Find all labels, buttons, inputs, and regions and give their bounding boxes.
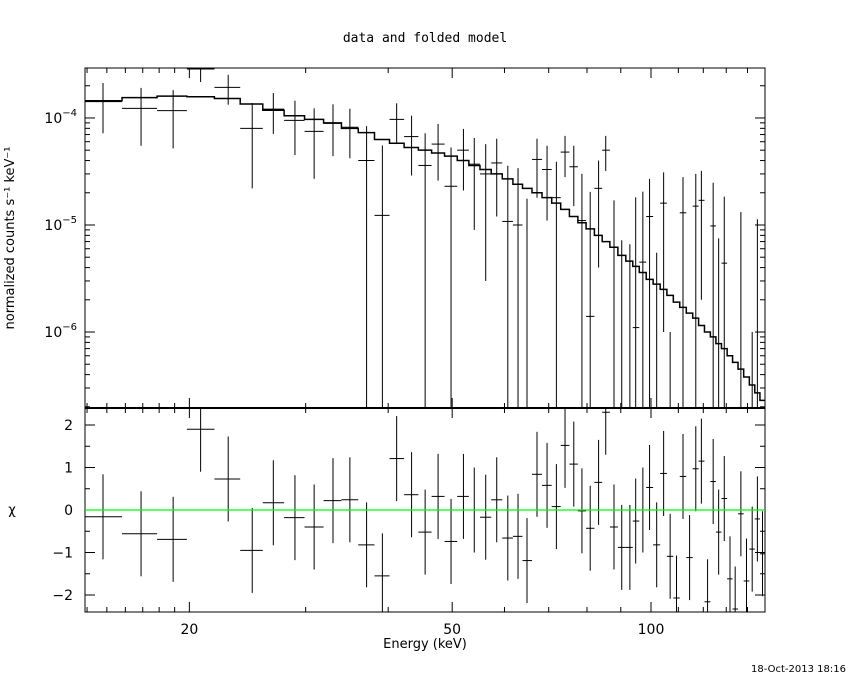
y-tick-label: 0 xyxy=(64,503,73,519)
model-line xyxy=(85,95,765,402)
y-tick-label: −2 xyxy=(52,588,73,604)
x-tick-label: 100 xyxy=(638,622,665,638)
y-tick-label: 2 xyxy=(64,418,73,434)
chart-title: data and folded model xyxy=(343,31,507,46)
y-tick-label: 10−4 xyxy=(44,108,77,127)
y-tick-label: 10−5 xyxy=(44,215,77,234)
y-axis-label-chi: χ xyxy=(8,503,16,518)
top-panel: 10−4 10−5 10−6 xyxy=(44,67,766,409)
x-tick-label: 20 xyxy=(180,622,198,638)
x-axis-label: Energy (keV) xyxy=(383,637,467,652)
y-tick-label: −1 xyxy=(52,546,73,562)
y-tick-label: 1 xyxy=(64,461,73,477)
timestamp: 18-Oct-2013 18:16 xyxy=(751,664,846,675)
y-axis-label-top: normalized counts s⁻¹ keV⁻¹ xyxy=(3,147,18,330)
x-tick-label: 50 xyxy=(443,622,461,638)
y-tick-label: 10−6 xyxy=(44,322,77,341)
residual-panel: 20 50 100 2 1 0 −1 −2 xyxy=(52,407,766,638)
